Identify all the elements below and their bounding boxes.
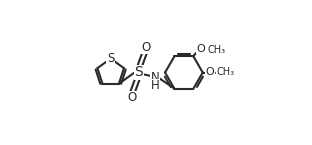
Text: O: O [206,68,214,77]
Text: H: H [151,79,160,92]
Text: S: S [134,66,143,79]
Text: CH₃: CH₃ [217,68,235,77]
Text: O: O [141,41,150,54]
Text: CH₃: CH₃ [207,45,225,55]
Text: N: N [151,71,160,84]
Text: S: S [107,52,115,65]
Text: O: O [127,91,136,104]
Text: O: O [196,44,205,54]
